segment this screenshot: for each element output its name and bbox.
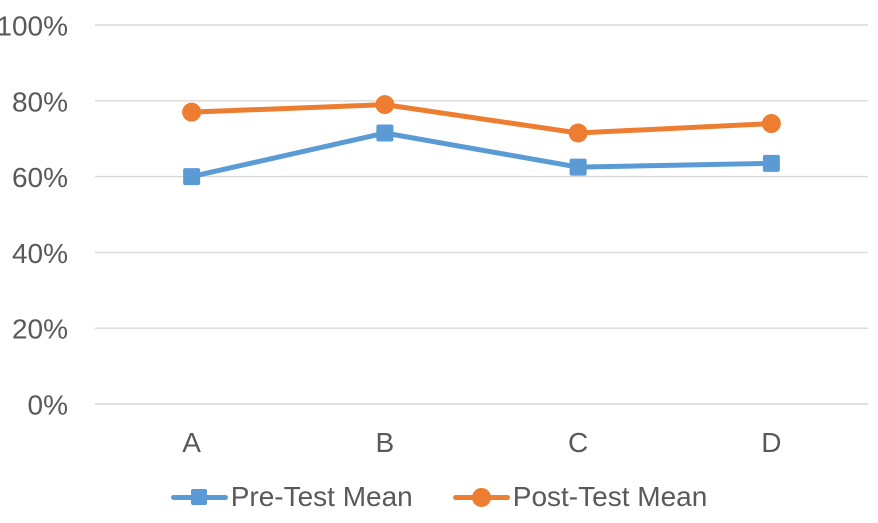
legend-item-pre-test: Pre-Test Mean bbox=[170, 481, 413, 512]
pre-test-line-marker-icon bbox=[170, 487, 228, 507]
post-test-line-marker-icon bbox=[452, 487, 510, 507]
x-axis-category-label: A bbox=[182, 427, 201, 458]
marker-post-test-mean-b bbox=[375, 95, 395, 115]
marker-post-test-mean-a bbox=[182, 102, 202, 122]
marker-pre-test-mean-c bbox=[569, 158, 587, 176]
legend-label-pre-test: Pre-Test Mean bbox=[230, 481, 413, 512]
series-line-pre-test-mean bbox=[189, 130, 774, 180]
marker-pre-test-mean-a bbox=[183, 168, 201, 186]
y-axis-tick-label: 100% bbox=[0, 11, 68, 42]
marker-pre-test-mean-b bbox=[376, 124, 394, 142]
y-axis-tick-label: 80% bbox=[12, 86, 68, 117]
y-axis-tick-label: 0% bbox=[28, 390, 68, 421]
x-axis-category-label: C bbox=[568, 427, 588, 458]
post-test-legend-circle bbox=[471, 487, 491, 507]
chart-legend: Pre-Test Mean Post-Test Mean bbox=[0, 483, 878, 511]
y-axis-tick-label: 60% bbox=[12, 162, 68, 193]
y-axis-tick-label: 20% bbox=[12, 314, 68, 345]
marker-post-test-mean-c bbox=[568, 123, 588, 143]
pre-test-legend-square bbox=[190, 489, 207, 505]
x-axis-category-label: D bbox=[761, 427, 781, 458]
series-line-post-test-mean bbox=[189, 102, 774, 136]
y-axis-tick-label: 40% bbox=[12, 238, 68, 269]
marker-post-test-mean-d bbox=[761, 114, 781, 134]
x-axis-category-label: B bbox=[376, 427, 395, 458]
legend-item-post-test: Post-Test Mean bbox=[452, 481, 708, 512]
legend-label-post-test: Post-Test Mean bbox=[512, 481, 708, 512]
marker-pre-test-mean-d bbox=[762, 154, 780, 172]
